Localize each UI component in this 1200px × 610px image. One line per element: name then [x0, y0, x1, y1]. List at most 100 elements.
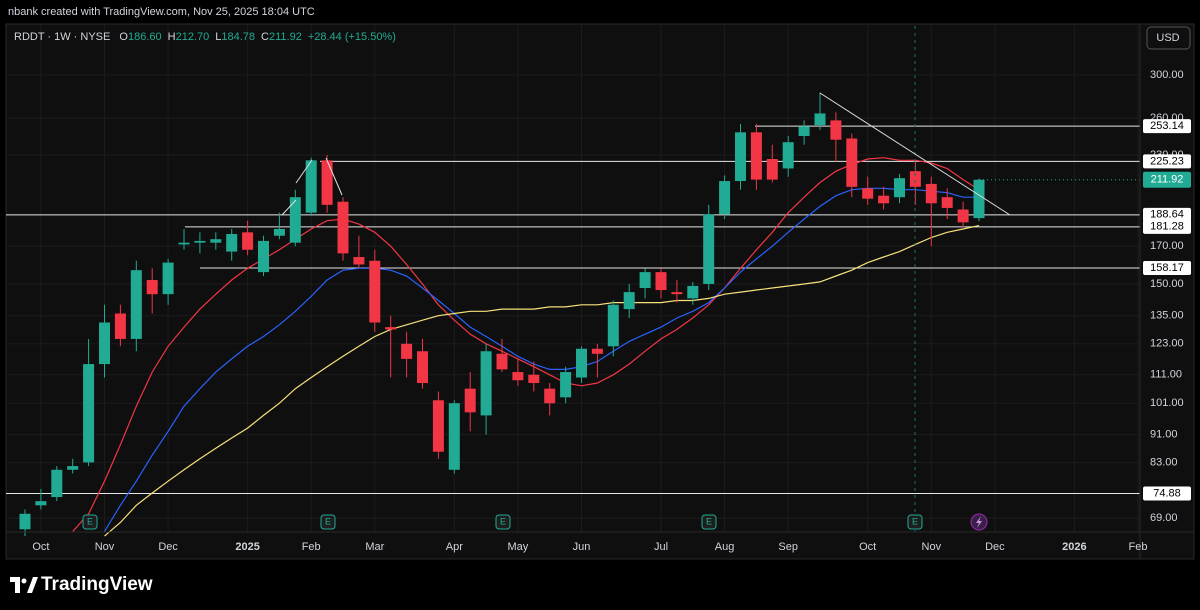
- candle-body: [560, 372, 572, 398]
- candle-body: [671, 292, 683, 295]
- candle-body: [782, 142, 794, 169]
- x-tick-label: Aug: [715, 541, 735, 553]
- candle-body: [798, 126, 810, 136]
- candle-body: [242, 232, 254, 250]
- currency[interactable]: USD: [1156, 32, 1179, 44]
- candle-body: [35, 501, 47, 506]
- legend-value: 212.70: [176, 31, 210, 43]
- candle-body: [162, 262, 174, 295]
- candle-body: [814, 113, 826, 126]
- candle-body: [51, 469, 63, 498]
- legend-change: +28.44 (+15.50%): [308, 31, 396, 43]
- candle-body: [480, 351, 492, 416]
- x-tick-label: 2025: [235, 541, 259, 553]
- last-price-label: 211.92: [1151, 174, 1184, 186]
- event-marker: [320, 514, 336, 530]
- candle-body: [591, 348, 603, 354]
- candle-body: [464, 388, 476, 413]
- event-label: E: [87, 516, 93, 526]
- event-label: E: [325, 516, 331, 526]
- trendlines: [281, 92, 1011, 216]
- moving-average: [104, 225, 980, 537]
- level-label: 158.17: [1150, 262, 1184, 274]
- x-tick-label: Oct: [32, 541, 49, 553]
- legend-value: 184.78: [221, 31, 255, 43]
- x-tick-label: Nov: [922, 541, 942, 553]
- y-tick-label: 123.00: [1150, 338, 1184, 350]
- candle-body: [99, 322, 110, 365]
- candle-body: [687, 285, 699, 299]
- candle-body: [83, 364, 95, 463]
- level-label: 225.23: [1150, 155, 1184, 167]
- event-marker: [701, 514, 717, 530]
- level-label-box: [1143, 260, 1191, 275]
- legend-value: 186.60: [128, 31, 162, 43]
- x-tick-label: Jun: [573, 541, 591, 553]
- candle-body: [576, 348, 587, 378]
- event-label: E: [500, 516, 506, 526]
- x-tick-label: Feb: [302, 541, 321, 553]
- level-label-box: [1143, 207, 1191, 222]
- x-tick-label: 2026: [1062, 541, 1086, 553]
- candle-body: [385, 327, 397, 330]
- x-tick-label: Nov: [95, 541, 115, 553]
- y-tick-label: 101.00: [1150, 397, 1184, 409]
- candle-body: [401, 343, 413, 359]
- y-tick-label: 170.00: [1150, 240, 1184, 252]
- moving-average: [103, 187, 979, 532]
- level-label: 253.14: [1150, 120, 1184, 132]
- candle-body: [957, 209, 969, 223]
- axes: 300.00260.00230.00170.00150.00135.00123.…: [32, 69, 1191, 553]
- legend-key: H: [168, 31, 176, 43]
- candle-body: [512, 372, 524, 381]
- candle-body: [735, 132, 746, 182]
- y-tick-label: 150.00: [1150, 278, 1184, 290]
- x-tick-label: Apr: [446, 541, 463, 553]
- x-tick-label: Oct: [859, 541, 876, 553]
- currency-button[interactable]: [1146, 26, 1191, 50]
- candle-body: [417, 351, 428, 384]
- x-tick-label: Jul: [654, 541, 668, 553]
- level-label-box: [1143, 219, 1191, 234]
- candle-body: [639, 272, 651, 289]
- candle-body: [941, 197, 953, 208]
- candle-body: [114, 313, 126, 339]
- chart-pane: [5, 23, 1195, 560]
- x-tick-label: Dec: [158, 541, 178, 553]
- x-tick-label: Feb: [1129, 541, 1148, 553]
- alert-icon: [970, 513, 988, 531]
- event-marker: [82, 514, 98, 530]
- y-tick-label: 91.00: [1150, 429, 1178, 441]
- candle-body: [909, 171, 921, 187]
- candle-body: [178, 242, 190, 245]
- candle-body: [146, 279, 158, 295]
- candle-body: [703, 214, 715, 284]
- plot: [6, 92, 1140, 537]
- legend-value: 211.92: [269, 31, 302, 43]
- candle-body: [544, 388, 556, 404]
- candle-body: [289, 197, 301, 243]
- level-label: 188.64: [1150, 209, 1184, 221]
- candle-body: [973, 179, 985, 219]
- candle-body: [607, 304, 619, 347]
- level-label-box: [1143, 119, 1191, 134]
- y-tick-label: 135.00: [1150, 310, 1184, 322]
- trendline: [295, 159, 313, 184]
- trendline: [281, 199, 297, 216]
- legend-key: O: [119, 31, 128, 43]
- event-label: E: [912, 516, 918, 526]
- y-tick-label: 111.00: [1150, 369, 1182, 381]
- x-tick-label: Mar: [365, 541, 384, 553]
- candle-body: [862, 188, 874, 199]
- candle-body: [432, 400, 444, 452]
- y-tick-label: 300.00: [1150, 69, 1184, 81]
- y-tick-label: 83.00: [1150, 456, 1178, 468]
- symbol: RDDT · 1W · NYSE: [14, 31, 110, 43]
- level-label-box: [1143, 154, 1191, 169]
- candle-body: [925, 183, 937, 204]
- legend-key: C: [261, 31, 269, 43]
- level-label: 181.28: [1150, 221, 1184, 233]
- candle-body: [750, 132, 762, 180]
